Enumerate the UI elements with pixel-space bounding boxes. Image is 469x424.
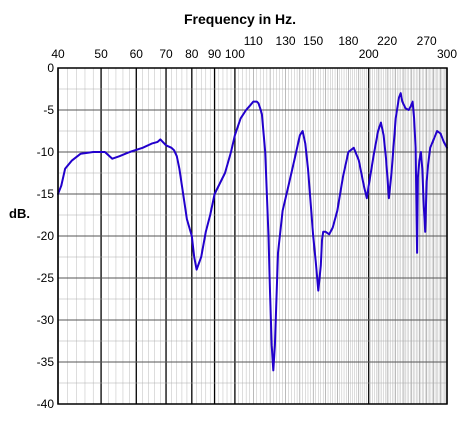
chart-title: Frequency in Hz.: [184, 11, 296, 27]
series-line: [57, 92, 448, 372]
x-tick-label-upper: 110: [244, 34, 263, 48]
x-tick-label-upper: 270: [417, 34, 437, 48]
y-tick-label: -10: [37, 145, 55, 159]
x-tick-label-upper: 150: [303, 34, 323, 48]
y-tick-label: -20: [37, 229, 55, 243]
x-tick-label: 40: [51, 47, 65, 61]
series-layer: [57, 92, 448, 372]
y-tick-label: -40: [37, 397, 55, 411]
y-tick-label: -30: [37, 313, 55, 327]
x-tick-label: 100: [225, 47, 245, 61]
x-tick-label-upper: 130: [276, 34, 296, 48]
x-tick-label: 200: [359, 47, 379, 61]
x-tick-label: 90: [208, 47, 222, 61]
y-tick-label: -15: [37, 187, 55, 201]
tick-labels: 40 50 60 70 80 90 100 200 300 110 130 150 180 220 270 0…: [37, 34, 458, 411]
x-tick-label: 60: [130, 47, 144, 61]
y-axis-label: dB.: [9, 206, 30, 221]
y-tick-label: -35: [37, 355, 55, 369]
x-tick-label-upper: 220: [377, 34, 397, 48]
x-tick-label: 80: [185, 47, 199, 61]
y-tick-label: -5: [43, 103, 54, 117]
y-tick-label: 0: [47, 61, 54, 75]
grid: [57, 67, 448, 405]
x-tick-label: 70: [159, 47, 173, 61]
x-tick-label-upper: 180: [338, 34, 358, 48]
x-tick-label: 300: [437, 47, 457, 61]
y-tick-label: -25: [37, 271, 55, 285]
x-tick-label: 50: [94, 47, 108, 61]
plot-frame: [57, 67, 448, 405]
